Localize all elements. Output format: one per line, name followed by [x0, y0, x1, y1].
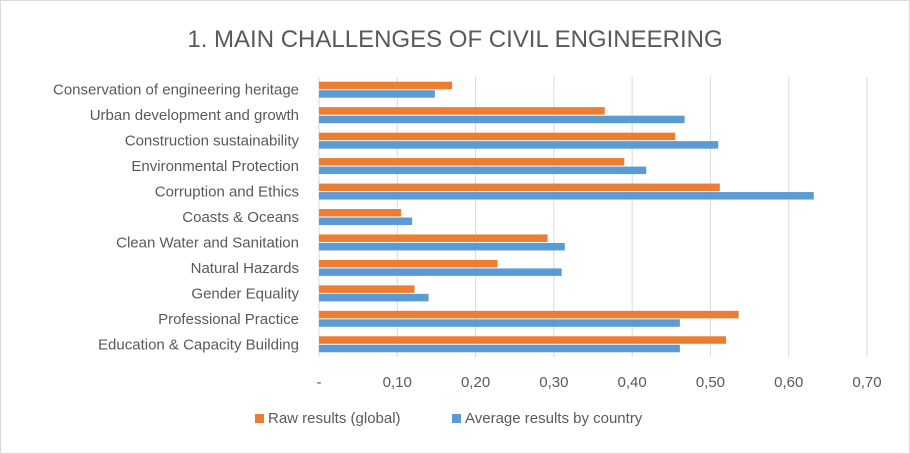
bar-avg-country — [319, 242, 565, 251]
x-tick-labels: - 0,10 0,20 0,30 0,40 0,50 0,60 0,70 — [317, 374, 882, 391]
category-label: Conservation of engineering heritage — [53, 82, 299, 99]
gridlines — [318, 77, 868, 357]
bar-avg-country — [319, 192, 814, 200]
legend: Raw results (global) Average results by c… — [255, 410, 643, 427]
x-tick-label: 0,10 — [383, 374, 412, 391]
bar-raw-global — [319, 310, 739, 319]
x-tick-label: 0,40 — [618, 374, 647, 391]
bar-raw-global — [319, 107, 605, 115]
category-label: Urban development and growth — [90, 107, 299, 124]
x-tick-label: 0,30 — [539, 374, 568, 391]
legend-label: Raw results (global) — [268, 410, 401, 427]
bar-raw-global — [319, 259, 498, 268]
bars — [319, 81, 814, 353]
x-tick-label: 0,70 — [852, 374, 881, 391]
category-label: Gender Equality — [191, 285, 299, 302]
bar-raw-global — [319, 132, 676, 141]
bar-avg-country — [319, 166, 647, 175]
bar-raw-global — [319, 285, 415, 293]
bar-raw-global — [319, 336, 727, 344]
category-label: Education & Capacity Building — [98, 336, 299, 353]
bar-raw-global — [319, 158, 625, 166]
category-label: Coasts & Oceans — [182, 209, 299, 226]
x-tick-label: - — [317, 374, 322, 391]
x-tick-label: 0,50 — [696, 374, 725, 391]
bar-avg-country — [319, 319, 680, 327]
bar-raw-global — [319, 81, 453, 90]
bar-raw-global — [319, 234, 548, 242]
category-label: Clean Water and Sanitation — [116, 234, 299, 251]
x-tick-label: 0,60 — [774, 374, 803, 391]
bar-avg-country — [319, 115, 685, 124]
bar-avg-country — [319, 90, 435, 98]
category-labels: Conservation of engineering heritage Urba… — [53, 82, 299, 354]
category-label: Corruption and Ethics — [155, 184, 299, 201]
x-tick-label: 0,20 — [461, 374, 490, 391]
bar-avg-country — [319, 141, 719, 149]
bar-avg-country — [319, 217, 413, 225]
category-label: Natural Hazards — [191, 260, 299, 277]
category-label: Construction sustainability — [125, 133, 300, 150]
category-label: Environmental Protection — [131, 158, 299, 175]
bar-raw-global — [319, 209, 402, 217]
legend-swatch — [452, 414, 461, 423]
bar-avg-country — [319, 344, 680, 353]
bar-raw-global — [319, 183, 720, 192]
category-label: Professional Practice — [158, 311, 299, 328]
chart-title: 1. MAIN CHALLENGES OF CIVIL ENGINEERING — [187, 26, 722, 53]
bar-avg-country — [319, 268, 562, 276]
legend-swatch — [255, 414, 264, 423]
bar-avg-country — [319, 293, 429, 302]
legend-label: Average results by country — [465, 410, 643, 427]
